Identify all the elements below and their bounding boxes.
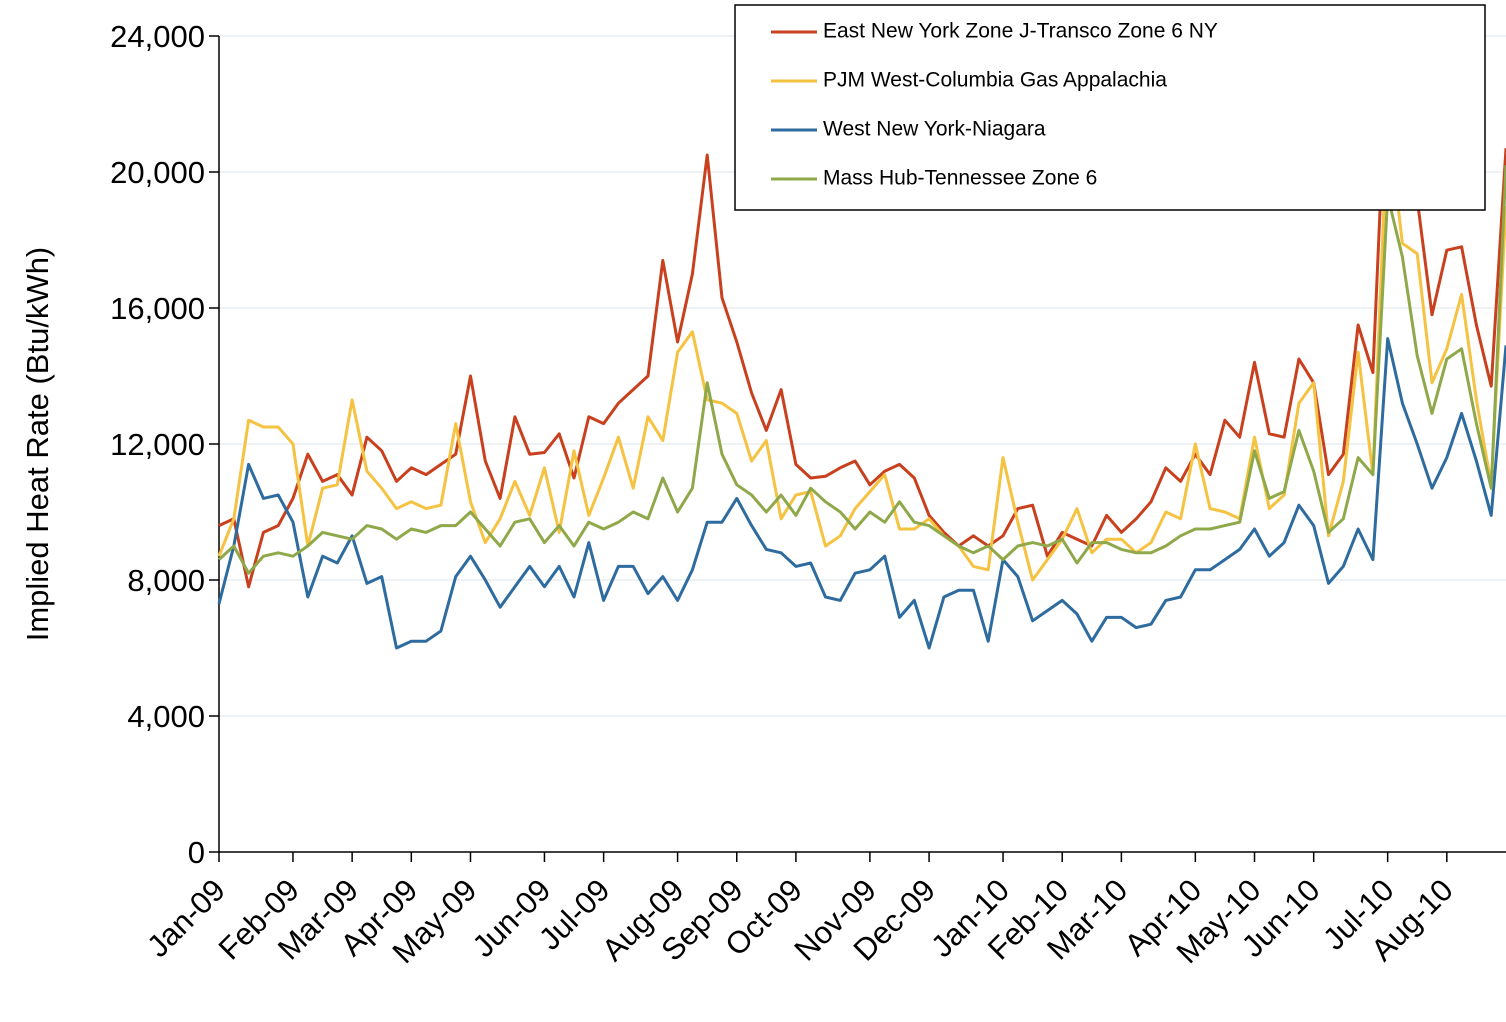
y-tick-label: 24,000: [110, 19, 205, 54]
y-axis-title: Implied Heat Rate (Btu/kWh): [20, 247, 55, 642]
y-tick-label: 4,000: [127, 699, 205, 734]
series-line: [218, 34, 1506, 589]
legend-label: PJM West-Columbia Gas Appalachia: [823, 69, 1167, 92]
x-tick-label: Jan-09: [140, 872, 232, 964]
legend-box: [734, 4, 1486, 211]
y-tick-label: 20,000: [110, 155, 205, 190]
series-line: [217, 165, 1506, 575]
y-tick-label: 8,000: [127, 563, 205, 598]
x-tick-label: Jun-09: [466, 872, 558, 964]
series-line: [217, 116, 1506, 582]
legend-label: Mass Hub-Tennessee Zone 6: [823, 167, 1097, 190]
legend-label: West New York-Niagara: [823, 118, 1046, 141]
y-tick-label: 16,000: [110, 291, 205, 326]
y-tick-label: 0: [188, 835, 205, 870]
legend-label: East New York Zone J-Transco Zone 6 NY: [823, 20, 1218, 43]
y-tick-label: 12,000: [110, 427, 205, 462]
series-line: [217, 337, 1506, 650]
